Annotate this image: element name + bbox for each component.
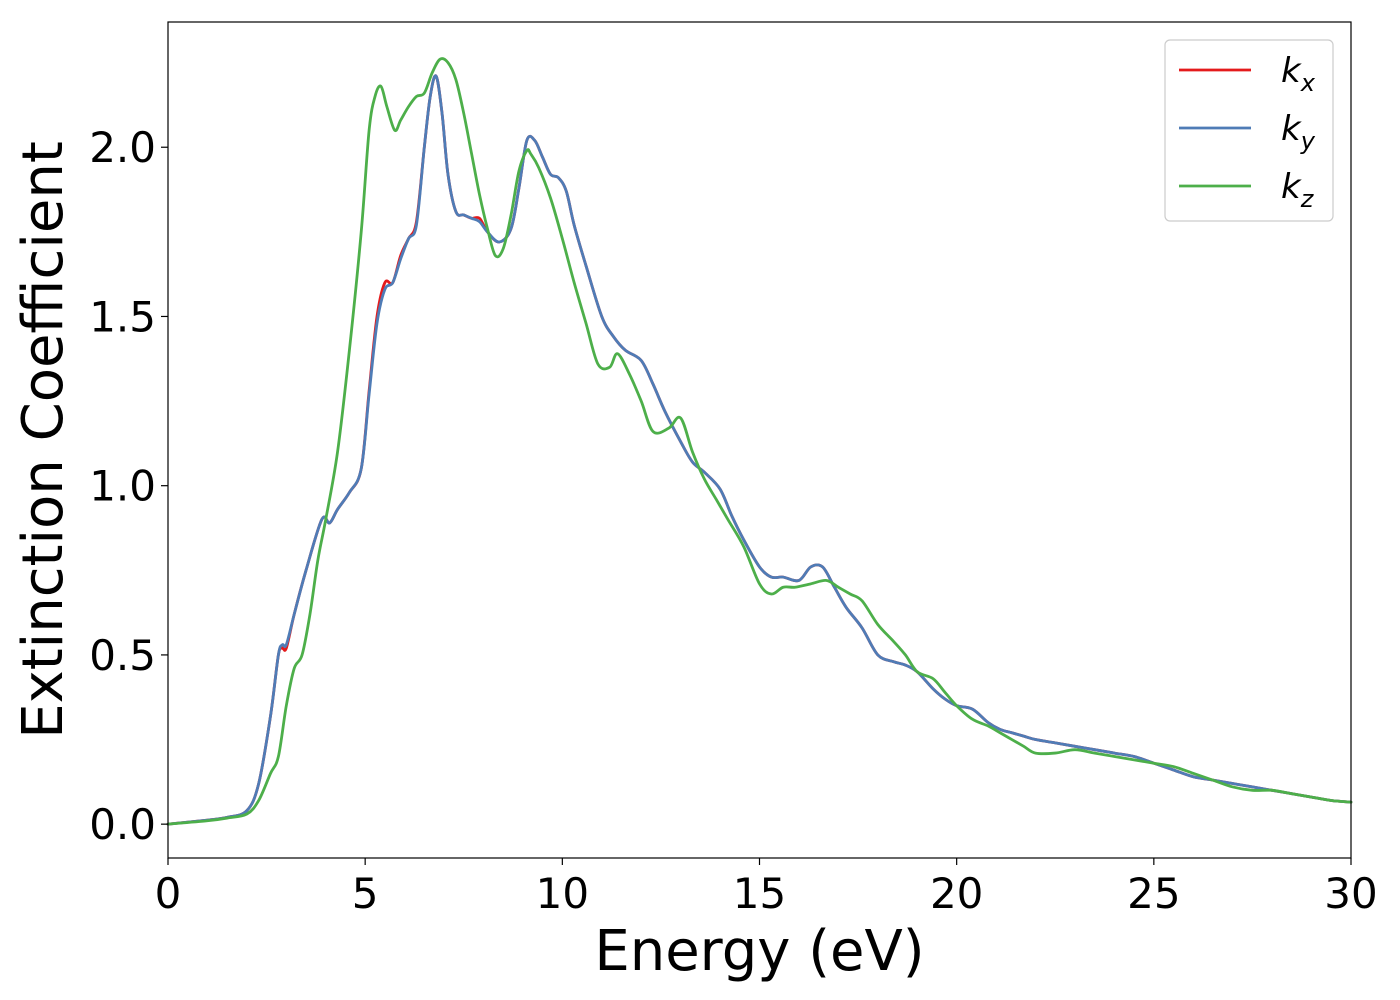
legend-label-ky: ky — [1281, 109, 1316, 155]
y-tick-label: 1.5 — [89, 292, 156, 341]
x-tick-label: 30 — [1324, 869, 1377, 918]
legend-label-subscript: y — [1300, 127, 1316, 155]
legend-box — [1164, 39, 1334, 222]
legend-label-kx: kx — [1281, 51, 1316, 97]
y-tick-label: 0.5 — [89, 631, 156, 680]
x-tick-label: 10 — [536, 869, 589, 918]
y-axis-title: Extinction Coefficient — [11, 141, 76, 739]
legend-label-subscript: z — [1300, 185, 1315, 213]
y-tick-label: 0.0 — [89, 800, 156, 849]
y-tick-label: 1.0 — [89, 462, 156, 511]
y-axis-ticks: 0.0 0.5 1.0 1.5 2.0 — [89, 123, 168, 849]
series-line-kz — [166, 57, 1353, 826]
x-tick-label: 0 — [155, 869, 182, 918]
y-tick-label: 2.0 — [89, 123, 156, 172]
x-tick-label: 15 — [733, 869, 786, 918]
legend-label-kz: kz — [1281, 167, 1315, 213]
series-line-ky — [166, 74, 1353, 826]
legend-label-base: k — [1281, 109, 1302, 149]
x-tick-label: 5 — [352, 869, 379, 918]
legend-label-base: k — [1281, 51, 1302, 91]
x-tick-label: 20 — [930, 869, 983, 918]
legend-label-subscript: x — [1300, 69, 1316, 97]
legend-label-base: k — [1281, 167, 1302, 207]
x-axis-title: Energy (eV) — [594, 919, 924, 984]
x-axis-ticks: 0 5 10 15 20 25 30 — [155, 858, 1378, 918]
series-layer — [166, 57, 1353, 826]
x-tick-label: 25 — [1127, 869, 1180, 918]
